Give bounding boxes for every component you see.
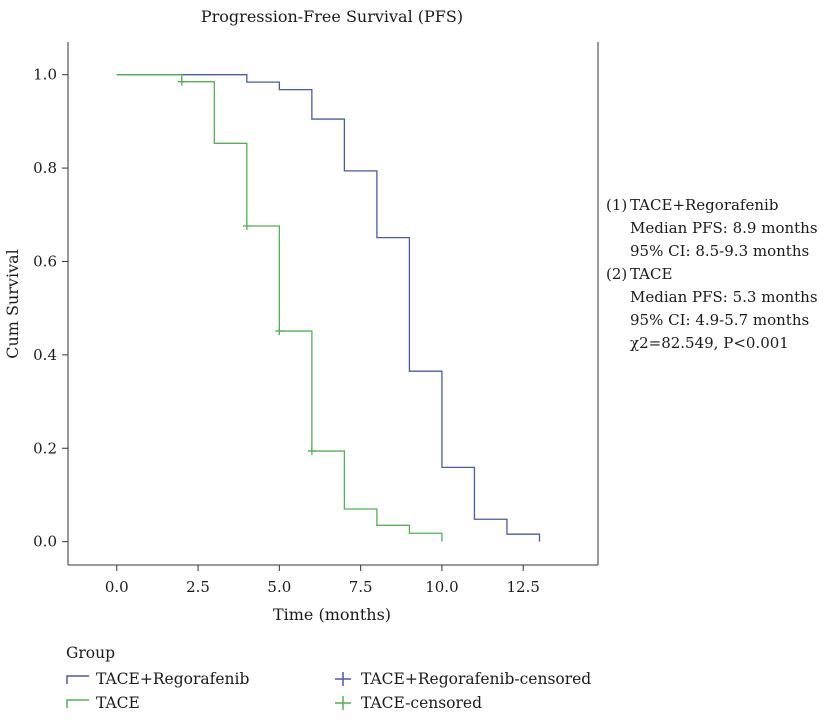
stats-annotation: (1) TACE+Regorafenib Median PFS: 8.9 mon… [606,194,818,355]
legend-item-tace: TACE [66,692,331,714]
y-tick-label: 0.4 [33,346,57,364]
legend-item-regorafenib-censored: TACE+Regorafenib-censored [331,668,611,690]
censor-mark [177,77,186,86]
y-tick-label: 0.8 [33,159,57,177]
legend-label: TACE+Regorafenib-censored [361,670,592,688]
group2-heading: (2) TACE [606,263,818,286]
y-axis-label: Cum Survival [3,249,22,359]
legend-label: TACE [96,694,140,712]
legend-title: Group [66,644,116,662]
legend-item-tace-censored: TACE-censored [331,692,611,714]
y-tick-label: 0.6 [33,252,57,270]
x-axis-label: Time (months) [273,605,391,624]
censor-cross-icon [335,672,351,686]
x-tick-label: 7.5 [349,578,373,596]
series-line-2 [116,74,443,542]
y-tick-label: 0.2 [33,439,57,457]
censor-mark [275,327,284,336]
plot-area [67,42,599,566]
y-tick-label: 1.0 [33,66,57,84]
series-layer [116,74,541,542]
x-tick-label: 10.0 [425,578,458,596]
x-tick-label: 0.0 [105,578,129,596]
group2-number: (2) [606,265,628,283]
x-tick-label: 2.5 [186,578,210,596]
censor-mark [242,221,251,230]
group2-ci: 95% CI: 4.9-5.7 months [630,311,810,329]
logrank-test: χ2=82.549, P<0.001 [630,334,789,352]
group1-median: Median PFS: 8.9 months [630,219,818,237]
legend-label: TACE-censored [361,694,483,712]
group1-name: TACE+Regorafenib [630,196,779,214]
group2-median: Median PFS: 5.3 months [630,288,818,306]
group1-ci: 95% CI: 8.5-9.3 months [630,242,810,260]
x-tick-label: 12.5 [507,578,540,596]
x-tick-label: 5.0 [267,578,291,596]
chart-title: Progression-Free Survival (PFS) [201,7,463,26]
legend: Group TACE+Regorafenib TACE+Regorafenib-… [66,644,611,714]
censor-cross-icon [335,696,351,710]
step-line-icon [66,699,89,708]
y-axis-ticks: 0.0 0.2 0.4 0.6 0.8 1.0 [33,66,68,551]
series-line-1 [116,74,541,542]
group1-number: (1) [606,196,628,214]
group2-name: TACE [630,265,673,283]
censor-mark [307,447,316,456]
step-line-icon [66,675,89,684]
y-tick-label: 0.0 [33,533,57,551]
x-axis-ticks: 0.0 2.5 5.0 7.5 10.0 12.5 [105,565,540,596]
legend-item-regorafenib: TACE+Regorafenib [66,668,331,690]
group1-heading: (1) TACE+Regorafenib [606,194,818,217]
legend-label: TACE+Regorafenib [96,670,250,688]
